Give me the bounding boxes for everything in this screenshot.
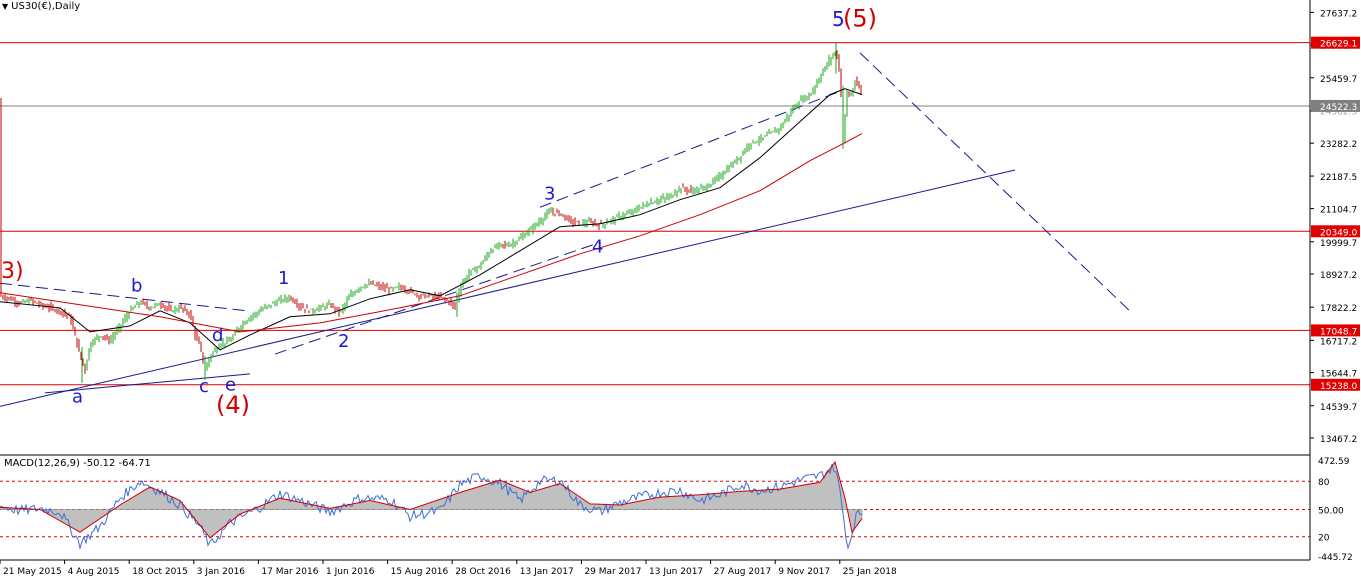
price-tick-label: 25459.7 <box>1320 75 1357 85</box>
wave-label: b <box>131 275 142 296</box>
price-tick-label: 24362.5 <box>1320 108 1357 118</box>
wave-label: (5) <box>843 4 877 32</box>
level-tag-label: 26629.1 <box>1320 40 1357 50</box>
level-tag-label: 20349.0 <box>1320 228 1357 238</box>
time-tick-label: 3 Jan 2016 <box>197 567 245 577</box>
moving-averages <box>0 88 863 351</box>
macd-title: MACD(12,26,9) -50.12 -64.71 <box>4 458 151 469</box>
macd-tick-label: 20 <box>1318 534 1330 544</box>
wave-label: 2 <box>338 331 349 352</box>
level-tag <box>1311 378 1360 391</box>
wave-label: 1 <box>278 268 289 289</box>
time-tick-label: 28 Oct 2016 <box>455 567 511 577</box>
price-tick-label: 21104.7 <box>1320 206 1357 216</box>
price-tick-label: 22187.5 <box>1320 173 1357 183</box>
macd-tick-label: 50.00 <box>1318 507 1344 517</box>
wave-label: 4 <box>592 236 603 257</box>
time-tick-label: 27 Aug 2017 <box>714 567 772 577</box>
level-tag-label: 15238.0 <box>1320 382 1357 392</box>
price-tick-label: 13467.2 <box>1320 435 1357 445</box>
time-tick-label: 13 Jan 2017 <box>520 567 574 577</box>
macd-panel <box>0 454 1310 551</box>
time-tick-label: 29 Mar 2017 <box>584 567 641 577</box>
price-tick-label: 15644.7 <box>1320 370 1357 380</box>
ma-short-line <box>0 88 863 351</box>
price-tick-label: 14539.7 <box>1320 403 1357 413</box>
level-tag <box>1311 324 1360 337</box>
time-tick-label: 21 May 2015 <box>3 567 62 577</box>
wave-label: a <box>72 386 83 407</box>
wave-label: e <box>225 374 236 395</box>
trendline <box>44 373 251 394</box>
wave-label: (4) <box>216 391 250 419</box>
dashed-trendline <box>859 52 1131 312</box>
time-tick-label: 9 Nov 2017 <box>778 567 830 577</box>
horizontal-levels <box>0 42 1310 386</box>
price-tick-label: 23282.2 <box>1320 140 1357 150</box>
level-tag <box>1311 36 1360 49</box>
price-tick-label: 16717.2 <box>1320 337 1357 347</box>
candles <box>0 42 862 383</box>
collapse-arrow-icon[interactable]: ▼ <box>2 2 9 11</box>
price-tick-label: 18927.2 <box>1320 271 1357 281</box>
ma-long-line <box>0 133 863 333</box>
wave-label: d <box>212 325 223 346</box>
level-tag <box>1311 99 1360 112</box>
time-tick-label: 1 Jun 2016 <box>326 567 375 577</box>
level-tag-label: 24522.3 <box>1320 103 1357 113</box>
wave-label: 3 <box>544 184 555 205</box>
signal-line <box>0 460 863 539</box>
macd-tick-label: 80 <box>1318 478 1330 488</box>
time-tick-label: 15 Aug 2016 <box>391 567 449 577</box>
price-tick-label: 19999.7 <box>1320 239 1357 249</box>
macd-tick-label: -445.72 <box>1318 553 1353 563</box>
symbol-timeframe: US30(€),Daily <box>11 1 81 12</box>
trendline <box>0 169 1016 407</box>
wave-label: c <box>199 376 209 397</box>
macd-histogram <box>0 462 863 539</box>
macd-line <box>0 463 862 551</box>
wave-label: 5 <box>832 7 845 31</box>
time-tick-label: 13 Jun 2017 <box>649 567 703 577</box>
time-tick-label: 25 Jan 2018 <box>843 567 897 577</box>
time-tick-label: 4 Aug 2015 <box>68 567 120 577</box>
macd-tick-label: 472.59 <box>1318 457 1350 467</box>
wave-labels: 3) a b c d e(4) 1 2 3 4 5(5) <box>1 4 877 419</box>
time-tick-label: 17 Mar 2016 <box>261 567 318 577</box>
time-tick-label: 18 Oct 2015 <box>132 567 188 577</box>
chart-title: ▼ US30(€),Daily <box>2 1 80 12</box>
price-tick-label: 27637.2 <box>1320 9 1357 19</box>
level-tag <box>1311 225 1360 238</box>
dashed-trendline <box>0 282 251 312</box>
level-tag-label: 17048.7 <box>1320 327 1357 337</box>
wave-label: 3) <box>1 259 24 284</box>
price-tick-label: 17822.2 <box>1320 304 1357 314</box>
